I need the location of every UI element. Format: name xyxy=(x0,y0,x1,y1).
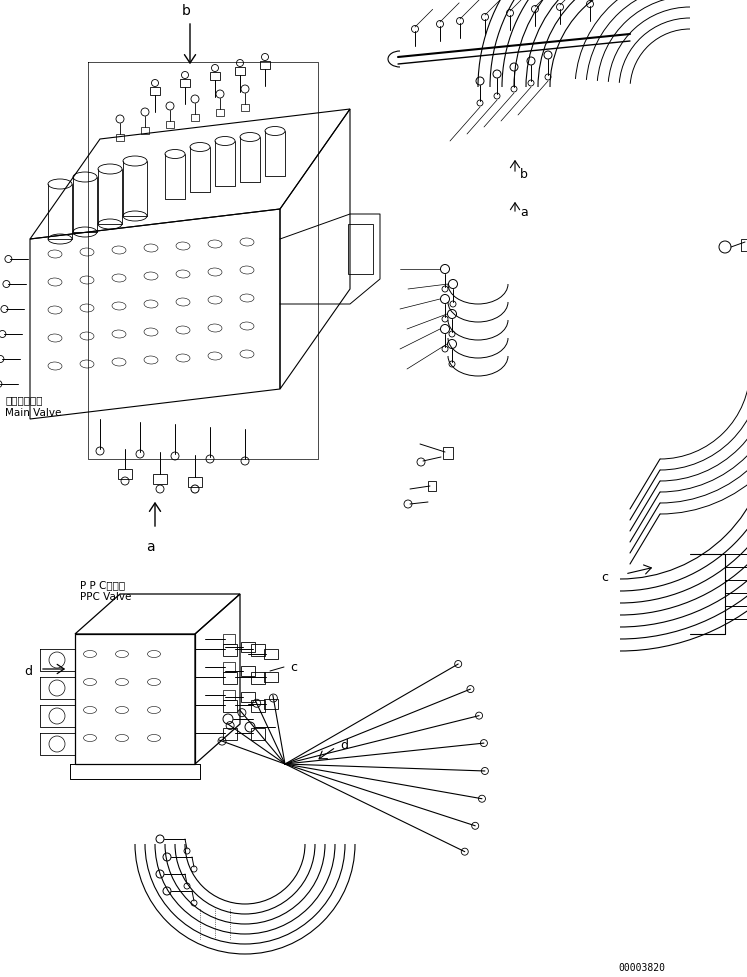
Text: c: c xyxy=(290,660,297,674)
Bar xyxy=(216,109,224,117)
Bar xyxy=(264,672,278,682)
Bar xyxy=(223,728,237,741)
Text: メインバルブ: メインバルブ xyxy=(5,395,43,404)
Bar xyxy=(223,691,235,701)
Bar xyxy=(141,128,149,135)
Bar xyxy=(223,634,235,645)
Bar xyxy=(241,693,255,702)
Text: a: a xyxy=(520,206,527,219)
Bar xyxy=(348,225,373,275)
Text: 00003820: 00003820 xyxy=(618,962,665,972)
Bar xyxy=(741,239,747,252)
Text: d: d xyxy=(24,664,32,678)
Text: d: d xyxy=(340,739,348,751)
Bar xyxy=(428,482,436,491)
Bar xyxy=(210,73,220,81)
Bar xyxy=(264,650,278,659)
Text: PPC Valve: PPC Valve xyxy=(80,591,131,602)
Bar xyxy=(241,642,255,653)
Bar xyxy=(235,68,245,76)
Bar xyxy=(180,80,190,88)
Text: P P Cバルブ: P P Cバルブ xyxy=(80,579,125,589)
Text: c: c xyxy=(601,571,608,584)
Bar xyxy=(118,470,132,480)
Bar xyxy=(150,88,160,96)
Bar xyxy=(251,701,265,712)
Bar xyxy=(264,700,278,709)
Bar xyxy=(223,672,237,684)
Bar xyxy=(153,475,167,485)
Bar xyxy=(223,662,235,672)
Bar xyxy=(188,478,202,488)
Text: Main Valve: Main Valve xyxy=(5,407,61,417)
Bar xyxy=(223,701,237,712)
Text: b: b xyxy=(520,168,528,182)
Bar xyxy=(241,666,255,676)
Bar xyxy=(116,135,124,142)
Bar xyxy=(251,672,265,684)
Bar xyxy=(251,728,265,741)
Text: b: b xyxy=(182,4,190,18)
Bar xyxy=(166,122,174,129)
Bar xyxy=(191,115,199,122)
Text: a: a xyxy=(146,539,155,553)
Bar xyxy=(241,105,249,112)
Bar xyxy=(260,62,270,70)
Bar xyxy=(223,645,237,657)
Bar xyxy=(251,645,265,657)
Bar xyxy=(443,447,453,459)
